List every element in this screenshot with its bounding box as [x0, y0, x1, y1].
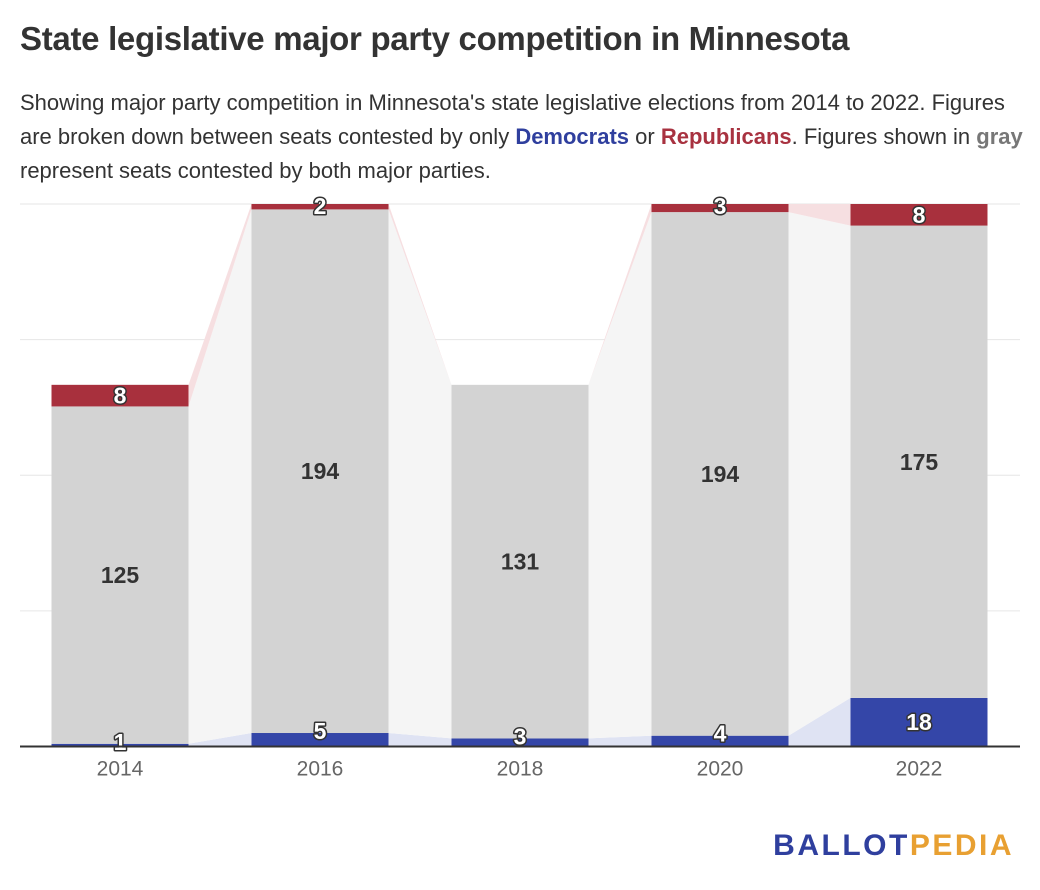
connector-band-both — [788, 212, 851, 736]
connector-band-both — [188, 209, 252, 744]
logo-text-ballot: BALLOT — [773, 829, 910, 862]
subtitle-text-3: . Figures shown in — [791, 124, 977, 149]
bar-segment-both-2016 — [251, 209, 389, 734]
subtitle-text-2: or — [629, 124, 661, 149]
bar-segment-republicans-2022 — [850, 204, 988, 226]
value-label-republicans-2016: 2 — [314, 193, 327, 219]
value-label-republicans-2014: 8 — [114, 383, 127, 409]
subtitle-text-4: represent seats contested by both major … — [20, 158, 491, 183]
subtitle-gray: gray — [976, 124, 1023, 149]
value-label-democrats-2022: 18 — [906, 709, 932, 735]
bar-segment-democrats-2018 — [451, 738, 589, 747]
subtitle-republicans: Republicans — [660, 124, 792, 149]
bar-segment-democrats-2022 — [850, 697, 988, 747]
value-label-democrats-2018: 3 — [514, 723, 527, 749]
value-label-both-2022: 175 — [900, 449, 939, 475]
x-tick-label-2016: 2016 — [297, 758, 344, 781]
value-label-both-2018: 131 — [501, 549, 540, 575]
ballotpedia-logo: BALLOTPEDIA — [773, 829, 1014, 863]
value-label-democrats-2020: 4 — [714, 721, 727, 747]
bar-segment-both-2022 — [850, 225, 988, 698]
subtitle-text-1: Showing major party competition in Minne… — [20, 90, 1005, 149]
connector-band-democrats — [388, 733, 452, 747]
bar-segment-democrats-2014 — [51, 743, 189, 747]
connector-band-democrats — [788, 697, 851, 747]
x-tick-label-2014: 2014 — [97, 758, 144, 781]
bar-segment-republicans-2020 — [651, 204, 789, 213]
connector-band-both — [588, 212, 652, 739]
bar-segment-democrats-2016 — [251, 733, 389, 747]
bar-segment-both-2018 — [451, 384, 589, 739]
bar-segment-republicans-2016 — [251, 204, 389, 210]
connector-band-republicans — [388, 204, 452, 385]
value-label-both-2014: 125 — [101, 562, 140, 588]
subtitle-democrats: Democrats — [515, 124, 630, 149]
value-label-both-2016: 194 — [301, 458, 340, 484]
bar-segment-both-2014 — [51, 406, 189, 744]
bar-segment-republicans-2014 — [51, 384, 189, 407]
connector-band-republicans — [588, 204, 652, 385]
bar-segment-democrats-2020 — [651, 735, 789, 747]
value-label-republicans-2022: 8 — [913, 202, 926, 228]
chart-title: State legislative major party competitio… — [20, 20, 850, 57]
logo-text-pedia: PEDIA — [909, 829, 1014, 862]
bar-segment-both-2020 — [651, 212, 789, 736]
value-label-republicans-2020: 3 — [714, 193, 727, 219]
chart-subtitle: Showing major party competition in Minne… — [20, 86, 1030, 188]
connector-band-republicans — [188, 204, 252, 407]
x-tick-label-2020: 2020 — [697, 758, 744, 781]
connector-band-democrats — [188, 733, 252, 747]
connector-band-republicans — [788, 204, 851, 226]
x-tick-label-2022: 2022 — [896, 758, 943, 781]
connector-band-democrats — [588, 735, 652, 747]
value-label-democrats-2014: 1 — [114, 729, 127, 755]
value-label-both-2020: 194 — [701, 461, 740, 487]
x-tick-label-2018: 2018 — [497, 758, 544, 781]
value-label-democrats-2016: 5 — [314, 718, 327, 744]
connector-band-both — [388, 209, 452, 739]
